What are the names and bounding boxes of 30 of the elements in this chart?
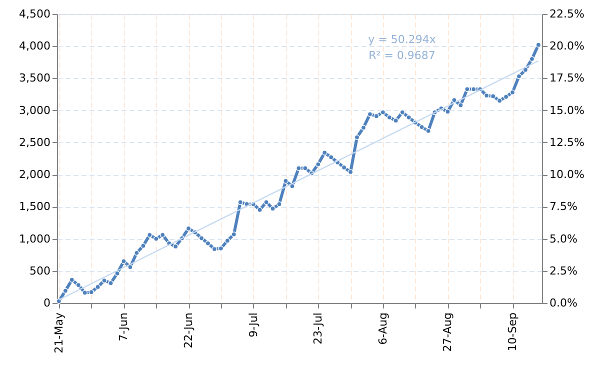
x-tick-label: 7-Jun	[117, 312, 130, 342]
x-tick-label: 10-Sep	[506, 312, 520, 352]
y-tick-label: 3,500	[19, 72, 50, 85]
y-tick-label: 3,000	[19, 104, 50, 117]
y-tick-label: 500	[30, 264, 50, 278]
x-tick-label: 23-Jul	[312, 312, 325, 344]
y-tick-label: 1,000	[19, 232, 50, 246]
y2-tick-label: 17.5%	[550, 72, 584, 85]
y2-tick-label: 15.0%	[550, 104, 584, 117]
y2-tick-label: 5.0%	[550, 232, 578, 246]
x-tick-label: 27-Aug	[441, 312, 454, 352]
x-tick-label: 21-May	[52, 312, 66, 354]
y-tick-label: 2,500	[19, 136, 50, 149]
y2-tick-label: 12.5%	[550, 136, 584, 149]
y-tick-label: 4,500	[19, 8, 50, 20]
x-tick-label: 6-Aug	[376, 312, 390, 345]
y2-tick-label: 7.5%	[550, 200, 578, 214]
annotation: R² = 0.9687	[368, 49, 436, 62]
y2-tick-label: 2.5%	[550, 264, 578, 278]
y-tick-label: 0	[44, 296, 50, 310]
annotation: y = 50.294x	[368, 33, 436, 46]
x-tick-label: 22-Jun	[182, 312, 196, 348]
y-tick-label: 2,000	[19, 168, 50, 182]
y2-tick-label: 20.0%	[550, 40, 584, 53]
y-tick-label: 4,000	[19, 40, 50, 53]
y2-tick-label: 0.0%	[550, 296, 578, 310]
y2-tick-label: 10.0%	[550, 168, 584, 182]
y-tick-label: 1,500	[19, 200, 50, 214]
y2-tick-label: 22.5%	[550, 8, 584, 20]
x-tick-label: 9-Jul	[246, 312, 260, 338]
